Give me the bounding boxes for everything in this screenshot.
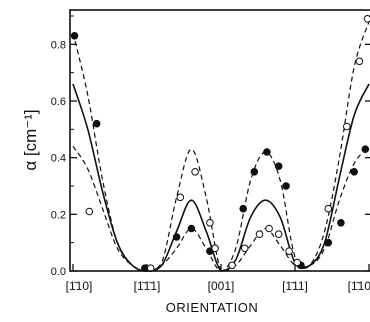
series-line-1 [72,32,370,272]
open-point-27 [274,230,283,238]
filled-point-11 [282,182,290,190]
open-point-21 [206,219,214,227]
y-tick-label: 0.0 [51,266,66,278]
x-tick-label: [1̄10] [66,279,93,293]
open-point-28 [285,247,293,255]
open-point-26 [265,224,273,233]
x-axis: [1̄10] [1̄1̄1] [001] [1̄11] [1̄10] [66,264,370,293]
y-tick-label: 0.8 [51,39,66,51]
x-tick-label: [001] [208,279,235,293]
filled-point-9 [263,148,271,156]
open-point-22 [211,244,219,253]
curve-layer [72,21,370,272]
filled-point-2 [92,119,101,128]
open-point-31 [343,122,351,131]
filled-point-1 [70,32,79,40]
series-line-3 [72,21,370,272]
filled-point-13 [324,238,333,247]
y-axis-label: α [cm⁻¹] [21,109,40,170]
x-tick-label: [1̄11] [282,279,308,293]
y-tick-label: 0.6 [51,96,66,108]
open-point-20 [191,168,199,176]
open-point-23 [228,261,236,270]
filled-point-16 [361,145,370,153]
filled-point-15 [350,168,359,176]
filled-point-10 [274,162,283,170]
filled-point-14 [337,219,345,227]
filled-point-8 [250,168,259,176]
x-tick-label: [1̄1̄1] [134,279,161,293]
marker-layer [70,15,370,273]
y-tick-label: 0.4 [51,153,66,165]
open-point-25 [255,230,264,238]
x-tick-label: [1̄10] [348,279,370,293]
open-point-30 [324,204,333,213]
open-point-32 [355,57,364,66]
filled-point-7 [239,204,247,213]
open-point-33 [363,15,370,23]
filled-point-5 [187,224,196,233]
x-axis-label: ORIENTATION [166,300,258,315]
y-tick-label: 0.2 [51,209,66,221]
filled-point-4 [172,233,181,241]
open-point-24 [240,244,249,253]
y-axis: 0.0 0.2 0.4 0.6 0.8 [51,15,370,278]
open-point-19 [176,193,185,202]
open-point-17 [85,207,94,216]
